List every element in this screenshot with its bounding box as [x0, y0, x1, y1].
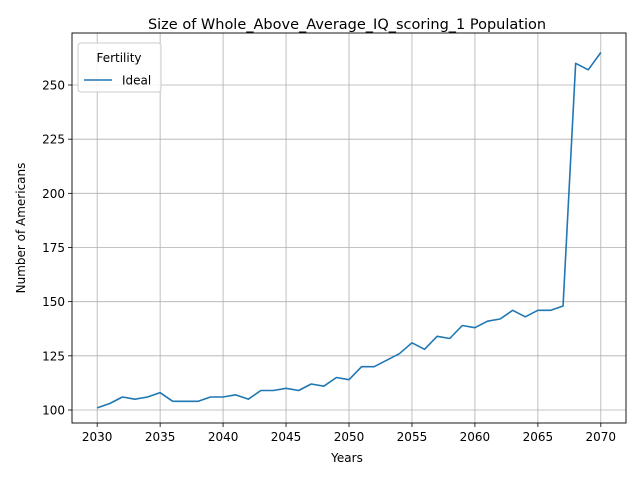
axis-ticks: 2030 2035 2040 2045 2050 2055 2060 2065 2070 100 1…	[42, 79, 616, 445]
x-tick-label: 2070	[586, 430, 617, 444]
legend-label-ideal: Ideal	[122, 74, 151, 88]
chart-title: Size of Whole_Above_Average_IQ_scoring_1…	[148, 17, 546, 33]
grid	[72, 33, 626, 423]
x-tick-label: 2040	[208, 430, 239, 444]
y-tick-label: 125	[42, 349, 65, 363]
x-tick-label: 2055	[397, 430, 428, 444]
y-tick-label: 150	[42, 295, 65, 309]
series-layer	[96, 52, 602, 409]
x-tick-label: 2050	[334, 430, 365, 444]
x-tick-label: 2035	[145, 430, 176, 444]
plot-area-frame	[71, 32, 627, 424]
y-tick-label: 225	[42, 133, 65, 147]
x-tick-label: 2065	[523, 430, 554, 444]
x-axis-label: Years	[330, 451, 363, 465]
y-tick-label: 250	[42, 79, 65, 93]
series-line-ideal	[96, 52, 602, 409]
y-tick-label: 100	[42, 404, 65, 418]
y-axis-label: Number of Americans	[14, 163, 28, 294]
y-tick-label: 200	[42, 187, 65, 201]
legend-title: Fertility	[96, 51, 141, 65]
y-tick-label: 175	[42, 241, 65, 255]
x-tick-label: 2045	[271, 430, 302, 444]
x-tick-label: 2060	[460, 430, 491, 444]
x-tick-label: 2030	[82, 430, 113, 444]
legend: Fertility Ideal	[77, 42, 162, 93]
